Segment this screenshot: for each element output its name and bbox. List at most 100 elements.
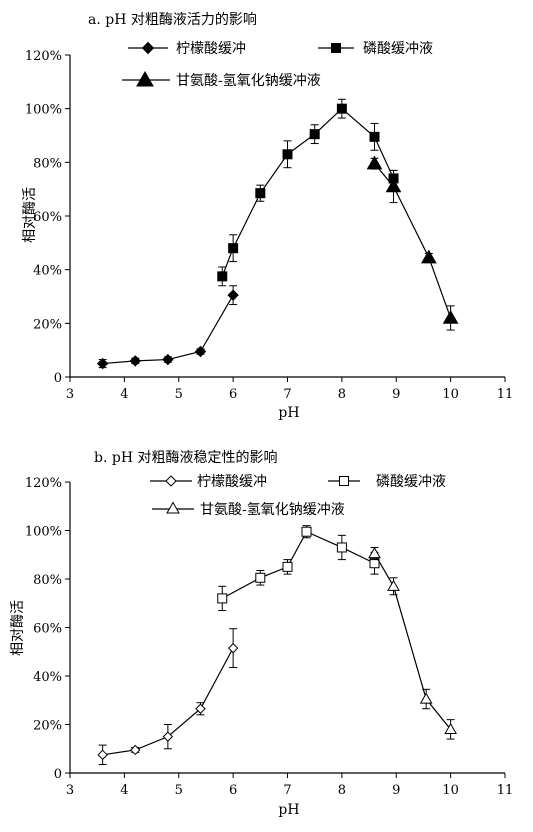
x-tick-label: 6 [229, 387, 237, 402]
data-point-triangle [387, 579, 400, 591]
data-point-square [336, 103, 347, 114]
series-glycine [366, 155, 459, 331]
x-tick-label: 4 [120, 387, 128, 402]
panel-a-legend: 柠檬酸缓冲 磷酸缓冲液 甘氨酸-氢氧化钠缓冲液 [122, 41, 433, 89]
series-phosphate [217, 98, 399, 287]
data-point-triangle [385, 178, 402, 193]
panel-a-ticks: 3 4 5 6 7 8 9 10 11 0 20% 40% 60% 80% 100% 120% [25, 49, 513, 402]
panel-b-legend: 柠檬酸缓冲 磷酸缓冲液 甘氨酸-氢氧化钠缓冲液 [150, 474, 446, 518]
data-point-diamond [195, 703, 206, 714]
series-citrate [96, 285, 239, 370]
x-tick-label: 7 [283, 783, 291, 798]
data-point-square [369, 131, 380, 142]
data-point-diamond [129, 355, 141, 367]
y-tick-label: 120% [25, 476, 62, 491]
y-tick-label: 20% [33, 317, 62, 332]
data-point-triangle [368, 547, 381, 559]
data-point-square [217, 271, 228, 282]
y-tick-label: 60% [33, 622, 62, 637]
data-point-triangle [419, 692, 433, 704]
series-glycine [368, 546, 457, 740]
x-tick-label: 9 [392, 783, 400, 798]
data-point-triangle [366, 155, 383, 170]
legend-square-marker [339, 476, 349, 486]
legend-square-marker [331, 43, 341, 53]
y-tick-label: 40% [33, 264, 62, 279]
legend-label-glycine: 甘氨酸-氢氧化钠缓冲液 [200, 502, 345, 518]
y-tick-label: 100% [25, 525, 62, 540]
data-point-diamond [97, 749, 108, 761]
y-tick-label: 0 [54, 767, 62, 782]
data-point-diamond [96, 357, 109, 370]
data-point-triangle [442, 309, 459, 324]
x-tick-label: 8 [338, 783, 346, 798]
panel-b-series [97, 525, 457, 766]
panel-a-axes [69, 55, 505, 378]
legend-triangle-marker [136, 70, 154, 87]
legend-item-citrate: 柠檬酸缓冲 [128, 41, 246, 57]
x-tick-label: 8 [338, 387, 346, 402]
data-point-square [228, 243, 239, 254]
data-point-square [309, 129, 320, 140]
legend-diamond-marker [165, 475, 177, 487]
legend-label-glycine: 甘氨酸-氢氧化钠缓冲液 [176, 73, 321, 89]
panel-a-y-axis-title: 相对酶活 [22, 187, 38, 243]
data-point-square [255, 188, 266, 199]
data-point-diamond [162, 731, 174, 742]
legend-item-phosphate: 磷酸缓冲液 [328, 474, 446, 490]
data-point-diamond [227, 642, 239, 654]
legend-item-glycine: 甘氨酸-氢氧化钠缓冲液 [152, 501, 345, 518]
series-citrate [97, 628, 239, 766]
chart-panel-a: a. pH 对粗酶液活力的影响 相对酶活 pH 3 4 5 6 7 8 9 10 11 0 20% 4… [22, 12, 513, 421]
data-point-square [255, 572, 266, 583]
x-tick-label: 11 [497, 783, 514, 798]
legend-label-citrate: 柠檬酸缓冲 [176, 41, 246, 57]
series-line [373, 553, 452, 730]
series-line [374, 163, 452, 319]
data-point-diamond [162, 353, 174, 366]
panel-b-ticks: 3 4 5 6 7 8 9 10 11 0 20% 40% 60% 80% 100% 120% [25, 476, 513, 798]
data-point-square [217, 593, 228, 604]
panel-b-x-axis-title: pH [278, 802, 299, 818]
series-line [221, 530, 375, 599]
x-tick-label: 4 [120, 783, 128, 798]
x-tick-label: 5 [175, 783, 183, 798]
x-tick-label: 10 [442, 783, 459, 798]
chart-panel-b: b. pH 对粗酶液稳定性的影响 相对酶活 pH 3 4 5 6 7 8 9 10 11 0 20%… [10, 450, 513, 818]
panel-b-y-axis-title: 相对酶活 [10, 600, 26, 656]
legend-label-phosphate: 磷酸缓冲液 [363, 41, 433, 57]
data-point-diamond [130, 744, 141, 756]
x-tick-label: 7 [283, 387, 291, 402]
data-point-square [301, 526, 312, 537]
panel-a-x-axis-title: pH [278, 405, 299, 421]
panel-b-axes [69, 482, 505, 774]
data-point-square [336, 542, 347, 553]
series-line [102, 294, 234, 365]
y-tick-label: 100% [25, 103, 62, 118]
panel-b-title: b. pH 对粗酶液稳定性的影响 [94, 450, 277, 466]
legend-diamond-marker [141, 41, 155, 55]
y-tick-label: 60% [33, 210, 62, 225]
legend-triangle-marker [166, 501, 180, 514]
panel-a-series [96, 98, 459, 370]
legend-item-glycine: 甘氨酸-氢氧化钠缓冲液 [122, 70, 321, 89]
y-tick-label: 0 [54, 371, 62, 386]
y-tick-label: 80% [33, 156, 62, 171]
legend-item-citrate: 柠檬酸缓冲 [150, 474, 267, 490]
x-tick-label: 5 [175, 387, 183, 402]
data-point-square [282, 561, 293, 572]
legend-label-phosphate: 磷酸缓冲液 [376, 474, 446, 490]
y-tick-label: 120% [25, 49, 62, 64]
x-tick-label: 10 [442, 387, 459, 402]
data-point-triangle [444, 722, 457, 734]
x-tick-label: 11 [497, 387, 514, 402]
series-line [221, 107, 395, 277]
legend-item-phosphate: 磷酸缓冲液 [318, 41, 433, 57]
data-point-diamond [227, 289, 239, 301]
x-tick-label: 3 [66, 783, 74, 798]
series-phosphate [217, 525, 380, 612]
data-point-diamond [194, 345, 207, 358]
data-point-triangle [421, 249, 437, 264]
y-tick-label: 40% [33, 670, 62, 685]
